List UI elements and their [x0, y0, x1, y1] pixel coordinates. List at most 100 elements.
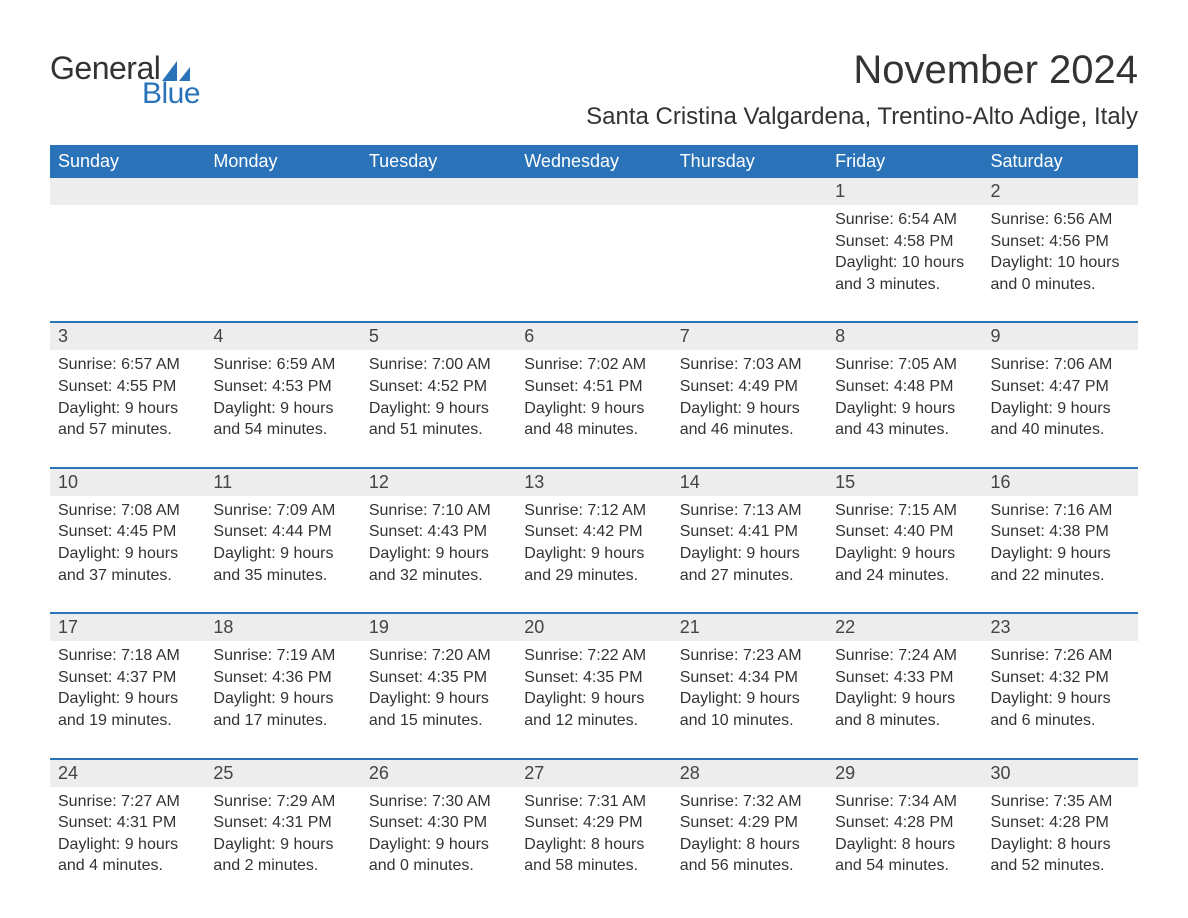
calendar-day: 3Sunrise: 6:57 AMSunset: 4:55 PMDaylight… — [50, 323, 205, 448]
calendar-grid: Sunday Monday Tuesday Wednesday Thursday… — [50, 145, 1138, 885]
sunset-text: Sunset: 4:53 PM — [213, 376, 352, 398]
sunrise-text: Sunrise: 7:27 AM — [58, 791, 197, 813]
sunrise-text: Sunrise: 7:05 AM — [835, 354, 974, 376]
calendar-day: 15Sunrise: 7:15 AMSunset: 4:40 PMDayligh… — [827, 469, 982, 594]
day-details: Sunrise: 7:20 AMSunset: 4:35 PMDaylight:… — [361, 641, 516, 739]
daylight-text: Daylight: 9 hours and 32 minutes. — [369, 543, 508, 586]
sunset-text: Sunset: 4:35 PM — [369, 667, 508, 689]
weekday-header: Sunday — [50, 145, 205, 178]
sunset-text: Sunset: 4:29 PM — [680, 812, 819, 834]
calendar-day: 6Sunrise: 7:02 AMSunset: 4:51 PMDaylight… — [516, 323, 671, 448]
calendar-day: 25Sunrise: 7:29 AMSunset: 4:31 PMDayligh… — [205, 760, 360, 885]
day-details: Sunrise: 7:05 AMSunset: 4:48 PMDaylight:… — [827, 350, 982, 448]
daylight-text: Daylight: 9 hours and 40 minutes. — [991, 398, 1130, 441]
day-number: 10 — [50, 469, 205, 496]
day-details: Sunrise: 7:06 AMSunset: 4:47 PMDaylight:… — [983, 350, 1138, 448]
daylight-text: Daylight: 9 hours and 43 minutes. — [835, 398, 974, 441]
sunset-text: Sunset: 4:30 PM — [369, 812, 508, 834]
weekday-header: Saturday — [983, 145, 1138, 178]
daylight-text: Daylight: 8 hours and 52 minutes. — [991, 834, 1130, 877]
sunset-text: Sunset: 4:29 PM — [524, 812, 663, 834]
day-details: Sunrise: 7:03 AMSunset: 4:49 PMDaylight:… — [672, 350, 827, 448]
daylight-text: Daylight: 10 hours and 3 minutes. — [835, 252, 974, 295]
sunset-text: Sunset: 4:49 PM — [680, 376, 819, 398]
day-number — [672, 178, 827, 205]
title-block: November 2024 Santa Cristina Valgardena,… — [586, 48, 1138, 131]
daylight-text: Daylight: 9 hours and 6 minutes. — [991, 688, 1130, 731]
day-number: 5 — [361, 323, 516, 350]
daylight-text: Daylight: 9 hours and 51 minutes. — [369, 398, 508, 441]
day-number: 21 — [672, 614, 827, 641]
calendar-day: 10Sunrise: 7:08 AMSunset: 4:45 PMDayligh… — [50, 469, 205, 594]
sunset-text: Sunset: 4:43 PM — [369, 521, 508, 543]
calendar-day: 27Sunrise: 7:31 AMSunset: 4:29 PMDayligh… — [516, 760, 671, 885]
day-details: Sunrise: 6:54 AMSunset: 4:58 PMDaylight:… — [827, 205, 982, 303]
day-number: 19 — [361, 614, 516, 641]
sunset-text: Sunset: 4:47 PM — [991, 376, 1130, 398]
daylight-text: Daylight: 9 hours and 54 minutes. — [213, 398, 352, 441]
day-number: 26 — [361, 760, 516, 787]
sunrise-text: Sunrise: 7:00 AM — [369, 354, 508, 376]
daylight-text: Daylight: 9 hours and 2 minutes. — [213, 834, 352, 877]
sunrise-text: Sunrise: 6:57 AM — [58, 354, 197, 376]
month-title: November 2024 — [586, 48, 1138, 93]
sunset-text: Sunset: 4:31 PM — [58, 812, 197, 834]
calendar-day: 24Sunrise: 7:27 AMSunset: 4:31 PMDayligh… — [50, 760, 205, 885]
calendar-day: 16Sunrise: 7:16 AMSunset: 4:38 PMDayligh… — [983, 469, 1138, 594]
day-number: 8 — [827, 323, 982, 350]
sunrise-text: Sunrise: 7:29 AM — [213, 791, 352, 813]
calendar-day: 18Sunrise: 7:19 AMSunset: 4:36 PMDayligh… — [205, 614, 360, 739]
daylight-text: Daylight: 9 hours and 10 minutes. — [680, 688, 819, 731]
sunrise-text: Sunrise: 7:16 AM — [991, 500, 1130, 522]
day-number: 2 — [983, 178, 1138, 205]
daylight-text: Daylight: 9 hours and 0 minutes. — [369, 834, 508, 877]
calendar-day: 19Sunrise: 7:20 AMSunset: 4:35 PMDayligh… — [361, 614, 516, 739]
sunset-text: Sunset: 4:34 PM — [680, 667, 819, 689]
sunrise-text: Sunrise: 6:59 AM — [213, 354, 352, 376]
day-details: Sunrise: 7:00 AMSunset: 4:52 PMDaylight:… — [361, 350, 516, 448]
day-details: Sunrise: 7:24 AMSunset: 4:33 PMDaylight:… — [827, 641, 982, 739]
weekday-header-row: Sunday Monday Tuesday Wednesday Thursday… — [50, 145, 1138, 178]
day-details: Sunrise: 7:29 AMSunset: 4:31 PMDaylight:… — [205, 787, 360, 885]
day-number — [516, 178, 671, 205]
day-number: 15 — [827, 469, 982, 496]
day-number: 14 — [672, 469, 827, 496]
day-number: 28 — [672, 760, 827, 787]
calendar-day: 5Sunrise: 7:00 AMSunset: 4:52 PMDaylight… — [361, 323, 516, 448]
day-details: Sunrise: 7:23 AMSunset: 4:34 PMDaylight:… — [672, 641, 827, 739]
day-number: 12 — [361, 469, 516, 496]
sunrise-text: Sunrise: 7:18 AM — [58, 645, 197, 667]
sunset-text: Sunset: 4:38 PM — [991, 521, 1130, 543]
sunset-text: Sunset: 4:48 PM — [835, 376, 974, 398]
weekday-header: Thursday — [672, 145, 827, 178]
sunset-text: Sunset: 4:41 PM — [680, 521, 819, 543]
sunset-text: Sunset: 4:35 PM — [524, 667, 663, 689]
day-details: Sunrise: 7:02 AMSunset: 4:51 PMDaylight:… — [516, 350, 671, 448]
day-details: Sunrise: 7:18 AMSunset: 4:37 PMDaylight:… — [50, 641, 205, 739]
day-number: 3 — [50, 323, 205, 350]
day-details: Sunrise: 7:30 AMSunset: 4:30 PMDaylight:… — [361, 787, 516, 885]
sunset-text: Sunset: 4:51 PM — [524, 376, 663, 398]
calendar-day: 8Sunrise: 7:05 AMSunset: 4:48 PMDaylight… — [827, 323, 982, 448]
sunset-text: Sunset: 4:56 PM — [991, 231, 1130, 253]
day-number: 29 — [827, 760, 982, 787]
daylight-text: Daylight: 8 hours and 54 minutes. — [835, 834, 974, 877]
sunrise-text: Sunrise: 7:02 AM — [524, 354, 663, 376]
daylight-text: Daylight: 9 hours and 57 minutes. — [58, 398, 197, 441]
day-details: Sunrise: 7:10 AMSunset: 4:43 PMDaylight:… — [361, 496, 516, 594]
daylight-text: Daylight: 9 hours and 17 minutes. — [213, 688, 352, 731]
day-details: Sunrise: 7:22 AMSunset: 4:35 PMDaylight:… — [516, 641, 671, 739]
calendar-day: 28Sunrise: 7:32 AMSunset: 4:29 PMDayligh… — [672, 760, 827, 885]
daylight-text: Daylight: 9 hours and 46 minutes. — [680, 398, 819, 441]
day-number — [50, 178, 205, 205]
location-subtitle: Santa Cristina Valgardena, Trentino-Alto… — [586, 103, 1138, 131]
sunset-text: Sunset: 4:44 PM — [213, 521, 352, 543]
day-details: Sunrise: 7:27 AMSunset: 4:31 PMDaylight:… — [50, 787, 205, 885]
calendar-day: 2Sunrise: 6:56 AMSunset: 4:56 PMDaylight… — [983, 178, 1138, 303]
calendar-day: 30Sunrise: 7:35 AMSunset: 4:28 PMDayligh… — [983, 760, 1138, 885]
daylight-text: Daylight: 9 hours and 35 minutes. — [213, 543, 352, 586]
calendar-day: 9Sunrise: 7:06 AMSunset: 4:47 PMDaylight… — [983, 323, 1138, 448]
daylight-text: Daylight: 9 hours and 29 minutes. — [524, 543, 663, 586]
sunrise-text: Sunrise: 7:30 AM — [369, 791, 508, 813]
daylight-text: Daylight: 9 hours and 22 minutes. — [991, 543, 1130, 586]
